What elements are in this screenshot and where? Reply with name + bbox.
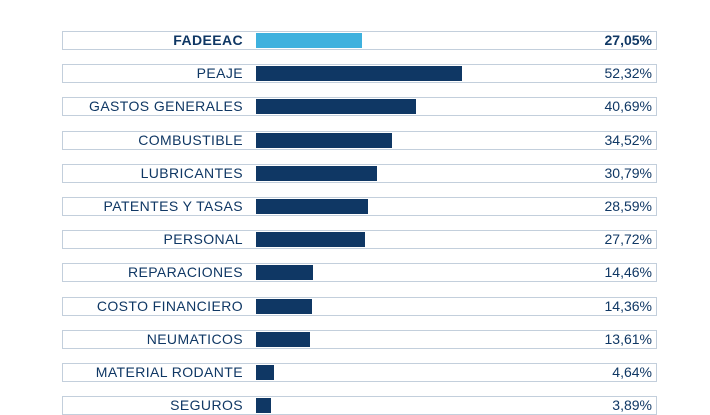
bar-row: LUBRICANTES 30,79% (62, 163, 657, 183)
bar (256, 132, 392, 148)
bar-row: MATERIAL RODANTE 4,64% (62, 363, 657, 382)
category-label: NEUMATICOS (146, 330, 243, 347)
bar (256, 331, 310, 347)
value-label: 52,32% (604, 65, 652, 82)
bar (256, 66, 462, 82)
bar (256, 232, 365, 248)
bar (256, 99, 416, 115)
category-label: SEGUROS (170, 397, 243, 414)
value-label: 27,05% (604, 32, 652, 48)
bar-row: PERSONAL 27,72% (62, 230, 657, 250)
value-label: 4,64% (612, 364, 652, 380)
value-label: 40,69% (604, 98, 652, 115)
bar (256, 165, 377, 181)
category-label: REPARACIONES (127, 264, 243, 281)
bar (256, 265, 313, 281)
category-label: PATENTES Y TASAS (103, 198, 243, 214)
category-label: COMBUSTIBLE (138, 131, 243, 148)
bar-row: PATENTES Y TASAS 28,59% (62, 197, 657, 216)
bar (256, 33, 363, 48)
bar-row: SEGUROS 3,89% (62, 396, 657, 415)
category-label: PERSONAL (163, 231, 243, 248)
value-label: 14,36% (604, 297, 652, 314)
value-label: 28,59% (604, 198, 652, 214)
bar-row: FADEEAC 27,05% (62, 31, 657, 50)
category-label: MATERIAL RODANTE (95, 364, 243, 380)
category-label: COSTO FINANCIERO (96, 297, 243, 314)
bar (256, 365, 275, 380)
bar (256, 398, 272, 414)
value-label: 14,46% (604, 264, 652, 281)
bar (256, 298, 313, 314)
bar-row: COSTO FINANCIERO 14,36% (62, 296, 657, 316)
category-label: LUBRICANTES (140, 164, 243, 181)
category-label: FADEEAC (173, 32, 243, 48)
bar-row: REPARACIONES 14,46% (62, 263, 657, 283)
value-label: 34,52% (604, 131, 652, 148)
bar-row: GASTOS GENERALES 40,69% (62, 97, 657, 117)
value-label: 30,79% (604, 164, 652, 181)
value-label: 13,61% (604, 330, 652, 347)
bar-row: NEUMATICOS 13,61% (62, 329, 657, 349)
value-label: 27,72% (604, 231, 652, 248)
category-label: PEAJE (196, 65, 243, 82)
value-label: 3,89% (612, 397, 652, 414)
bar-row: PEAJE 52,32% (62, 64, 657, 84)
bar-row: COMBUSTIBLE 34,52% (62, 130, 657, 150)
category-label: GASTOS GENERALES (89, 98, 243, 115)
bar (256, 199, 369, 214)
